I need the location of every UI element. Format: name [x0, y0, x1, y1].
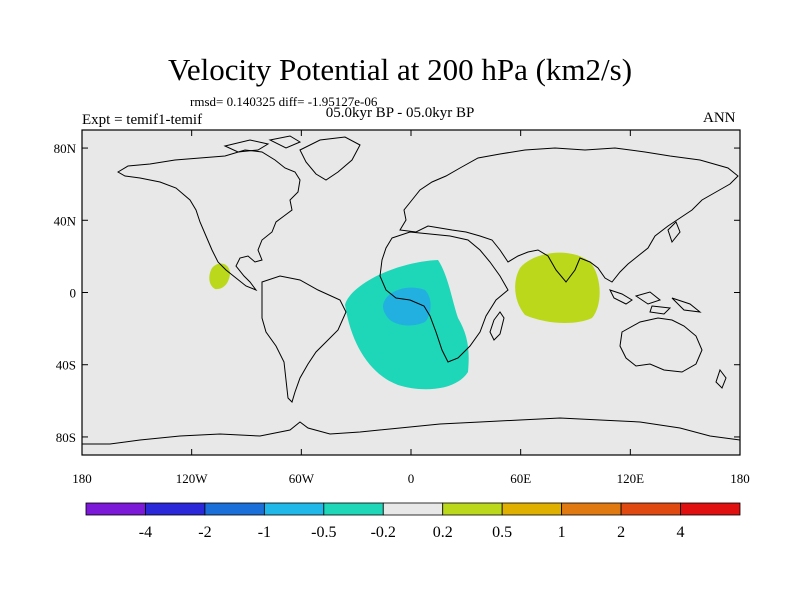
coastline-arctic-islands: [223, 135, 302, 153]
lon-tick-label: 120E: [617, 471, 645, 486]
lon-tick-label: 180: [730, 471, 750, 486]
colorbar-swatch: [204, 502, 265, 516]
coastline-indonesia: [609, 289, 702, 315]
period-label: 05.0kyr BP - 05.0kyr BP: [325, 105, 475, 121]
lon-tick-label: 180: [72, 471, 92, 486]
season-label: ANN: [703, 110, 736, 126]
longitude-axis: 180 120W 60W 0 60E 120E 180: [72, 130, 750, 486]
colorbar: -4 -2 -1 -0.5 -0.2 0.2 0.5 1 2 4: [85, 502, 741, 541]
lon-tick-label: 60W: [289, 471, 315, 486]
colorbar-label: 4: [677, 524, 685, 541]
experiment-label: Expt = temif1-temif: [82, 112, 203, 128]
colorbar-swatch: [263, 502, 325, 516]
colorbar-label: -0.2: [371, 524, 396, 541]
colorbar-label: -0.5: [311, 524, 336, 541]
colorbar-label: -1: [258, 524, 271, 541]
colorbar-swatch: [620, 502, 681, 516]
lat-tick-label: 80N: [54, 141, 77, 156]
lon-tick-label: 0: [408, 471, 415, 486]
colorbar-swatch: [561, 502, 622, 516]
colorbar-swatch: [680, 502, 741, 516]
colorbar-label: 0.5: [492, 524, 512, 541]
latitude-axis: 80N 40N 0 40S 80S: [54, 141, 740, 445]
colorbar-swatch: [323, 502, 384, 516]
lat-tick-label: 40S: [56, 358, 76, 373]
coastline-new-zealand: [715, 368, 727, 389]
map-title: Velocity Potential at 200 hPa (km2/s): [167, 52, 633, 87]
anomaly-indian-ocean: [515, 252, 600, 324]
coastline-antarctica: [82, 417, 740, 445]
colorbar-label: 1: [558, 524, 566, 541]
colorbar-label: -2: [198, 524, 211, 541]
coastline-eurasia: [399, 147, 739, 283]
colorbar-label: 0.2: [433, 524, 453, 541]
coastline-north-america: [117, 149, 301, 292]
colorbar-swatch: [382, 502, 444, 516]
colorbar-swatch: [501, 502, 563, 516]
lat-tick-label: 0: [70, 286, 77, 301]
coastline-south-america: [261, 275, 347, 403]
coastline-japan: [667, 221, 681, 244]
coastline-greenland: [299, 136, 361, 181]
coastline-africa: [379, 231, 509, 363]
lon-tick-label: 120W: [176, 471, 209, 486]
colorbar-label: -4: [139, 524, 152, 541]
coastline-madagascar: [489, 311, 505, 341]
lat-tick-label: 80S: [56, 430, 76, 445]
lat-tick-label: 40N: [54, 213, 77, 228]
coastlines: [82, 135, 740, 445]
colorbar-label: 2: [617, 524, 625, 541]
coastline-australia: [619, 317, 703, 373]
colorbar-swatch: [145, 502, 206, 516]
colorbar-swatch: [85, 502, 146, 516]
anomaly-east-pacific: [209, 263, 230, 290]
colorbar-swatch: [442, 502, 503, 516]
lon-tick-label: 60E: [510, 471, 531, 486]
stats-text: rmsd= 0.140325 diff= -1.95127e-06: [190, 94, 378, 109]
